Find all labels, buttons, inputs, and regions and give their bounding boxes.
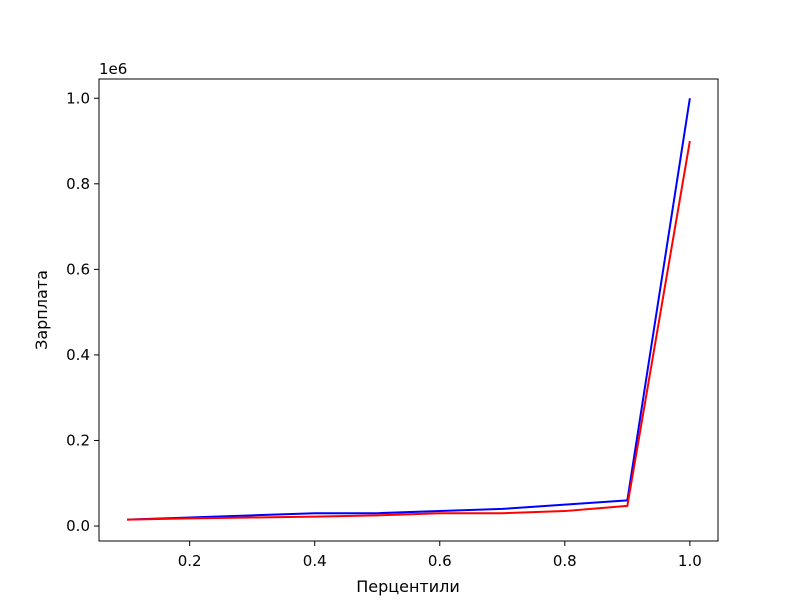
series-line-2 (127, 140, 691, 521)
x-axis-ticks: 0.2 0.4 0.6 0.8 1.0 (178, 541, 702, 570)
x-tick-label: 0.4 (303, 552, 327, 570)
y-axis-offset-label: 1e6 (99, 60, 127, 78)
series-group (127, 98, 691, 521)
x-tick-label: 1.0 (678, 552, 702, 570)
y-axis-label: Зарплата (32, 270, 51, 350)
x-tick-label: 0.2 (178, 552, 202, 570)
y-tick-label: 0.6 (66, 260, 90, 278)
x-tick-label: 0.6 (428, 552, 452, 570)
y-tick-label: 1.0 (66, 89, 90, 107)
series-line-1 (127, 98, 691, 521)
y-axis-ticks: 0.0 0.2 0.4 0.6 0.8 1.0 (66, 89, 99, 535)
y-tick-label: 0.8 (66, 175, 90, 193)
y-tick-label: 0.0 (66, 517, 90, 535)
x-tick-label: 0.8 (553, 552, 577, 570)
y-tick-label: 0.2 (66, 431, 90, 449)
y-tick-label: 0.4 (66, 346, 90, 364)
axes-frame (98, 78, 719, 542)
x-axis-label: Перцентили (356, 577, 460, 596)
